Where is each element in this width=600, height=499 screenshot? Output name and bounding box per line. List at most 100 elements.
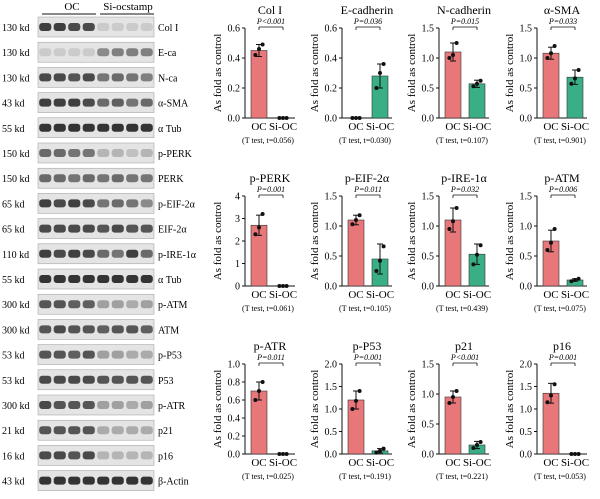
blot-band <box>97 48 110 57</box>
blot-band <box>53 275 66 283</box>
blot-band <box>68 401 81 409</box>
blot-strip <box>37 369 155 391</box>
blot-band <box>111 350 124 359</box>
y-tick-label: 1.0 <box>422 222 435 233</box>
x-tick-label: Si-OC <box>269 289 297 301</box>
blot-band <box>111 325 124 334</box>
blot-protein-label: p-P53 <box>158 351 182 362</box>
blot-band <box>82 48 95 57</box>
data-point <box>545 248 550 252</box>
p-value: P=0.006 <box>548 185 577 194</box>
blot-band <box>111 451 124 460</box>
blot-band <box>68 224 81 233</box>
blot-strip <box>37 67 155 88</box>
blot-band <box>39 325 52 334</box>
blot-band <box>53 224 66 233</box>
test-note: (T test, t=0.056) <box>242 136 294 145</box>
data-point <box>354 398 358 403</box>
blot-band <box>111 73 124 82</box>
y-tick-label: 0.2 <box>228 84 241 95</box>
blot-band <box>140 48 153 57</box>
y-tick-label: 2 <box>235 237 240 248</box>
y-tick-label: 2.0 <box>520 360 533 371</box>
test-note: (T test, t=0.061) <box>242 304 294 313</box>
y-axis-label: As fold as control <box>406 202 418 281</box>
blot-band <box>39 48 52 57</box>
blot-band <box>140 249 153 258</box>
data-point <box>478 440 483 444</box>
blot-band <box>126 48 139 57</box>
blot-band <box>111 275 124 283</box>
blot-band <box>140 451 153 460</box>
x-tick-label: Si-OC <box>463 457 491 469</box>
test-note: (T test, t=0.191) <box>339 472 391 481</box>
blot-band <box>53 199 66 208</box>
blot-band <box>126 375 139 384</box>
y-axis-label: As fold as control <box>309 202 321 281</box>
blot-band <box>111 174 124 183</box>
y-tick-label: 1.0 <box>325 405 338 416</box>
x-tick-label: OC <box>348 289 363 301</box>
blot-strip <box>37 41 155 63</box>
blot-band <box>97 350 110 359</box>
data-point <box>378 258 382 263</box>
y-tick-label: 1.5 <box>520 24 533 35</box>
data-point <box>447 56 452 60</box>
blot-protein-label: p-ATR <box>158 401 186 412</box>
blot-band <box>39 199 52 208</box>
chart-panel: α-SMA As fold as control 0.0 0.5 1.0 1.5 OC Si-… <box>504 3 589 145</box>
bar <box>542 52 560 119</box>
y-tick-label: 1.5 <box>422 24 435 35</box>
y-tick-label: 0.0 <box>422 114 435 125</box>
blot-band <box>97 476 110 485</box>
y-tick-label: 0.0 <box>325 114 338 125</box>
blot-band <box>82 476 95 485</box>
blot-band <box>68 325 81 334</box>
blot-protein-label: α-SMA <box>158 99 189 110</box>
blot-band <box>140 325 153 334</box>
blot-band <box>140 275 153 283</box>
blot-strip <box>37 344 155 365</box>
y-tick-label: 1.0 <box>520 54 533 65</box>
data-point <box>374 450 379 455</box>
blot-band <box>126 476 139 485</box>
chart-title: p-EIF-2α <box>345 171 390 185</box>
blot-strip <box>37 218 155 239</box>
western-blot-panel: OC Si-ocstamp 130 kd Col I 130 kd E-ca 130 kd N… <box>2 1 197 491</box>
x-tick-label: OC <box>251 289 266 301</box>
bar <box>444 396 462 455</box>
y-tick-label: 0.0 <box>228 114 241 125</box>
blot-kd-label: 130 kd <box>2 73 30 84</box>
data-point <box>552 227 557 231</box>
blot-band <box>53 149 66 157</box>
blot-kd-label: 300 kd <box>2 401 30 412</box>
blot-band <box>82 300 95 309</box>
blot-kd-label: 65 kd <box>2 199 25 210</box>
p-value: P=0.015 <box>450 17 479 26</box>
blot-band <box>39 350 52 359</box>
blot-band <box>53 23 66 31</box>
blot-band <box>68 199 81 208</box>
blot-band <box>53 249 66 258</box>
y-tick-label: 0.0 <box>422 450 435 461</box>
group-label-oc: OC <box>64 1 79 13</box>
blot-band <box>140 300 153 309</box>
blot-band <box>82 123 95 132</box>
blot-band <box>39 426 52 435</box>
data-point <box>545 400 550 405</box>
data-point <box>350 407 355 411</box>
chart-title: α-SMA <box>544 3 581 17</box>
y-tick-label: 3 <box>235 214 240 225</box>
blot-band <box>39 224 52 233</box>
blot-strip <box>37 92 155 113</box>
blot-band <box>53 123 66 132</box>
y-axis-label: As fold as control <box>406 370 418 449</box>
data-point <box>569 452 574 456</box>
x-tick-label: OC <box>445 121 460 133</box>
x-tick-label: OC <box>251 457 266 469</box>
data-point <box>478 243 483 248</box>
blot-band <box>111 401 124 409</box>
blot-band <box>68 476 81 485</box>
chart-title: p21 <box>455 339 473 353</box>
blot-band <box>111 48 124 57</box>
